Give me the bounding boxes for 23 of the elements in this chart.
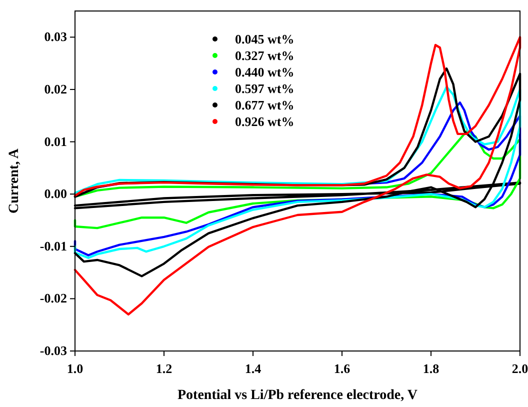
legend-label: 0.327 wt% xyxy=(235,48,294,63)
y-tick-label: 0.02 xyxy=(44,81,67,96)
x-tick-label: 1.4 xyxy=(244,361,262,376)
y-tick-label: 0.03 xyxy=(44,29,68,44)
x-tick-label: 2.0 xyxy=(512,361,528,376)
y-axis-title: Current, A xyxy=(7,148,22,214)
y-tick-label: -0.02 xyxy=(40,290,67,306)
legend-label: 0.597 wt% xyxy=(235,81,294,96)
legend-label: 0.440 wt% xyxy=(235,64,294,80)
x-axis-title: Potential vs Li/Pb reference electrode, V xyxy=(177,388,418,403)
line-series xyxy=(74,36,522,316)
y-tick-label: 0.00 xyxy=(44,186,67,202)
y-tick-label: 0.01 xyxy=(44,134,67,149)
x-tick-label: 1.8 xyxy=(422,361,440,376)
y-tick-label: -0.03 xyxy=(40,343,68,358)
x-tick-label: 1.2 xyxy=(156,361,172,376)
x-tick-label: 1.6 xyxy=(334,361,351,376)
legend-label: 0.045 wt% xyxy=(235,32,294,46)
y-tick-label: -0.01 xyxy=(40,238,67,254)
legend-label: 0.926 wt% xyxy=(235,114,294,129)
x-tick-label: 1.0 xyxy=(66,361,84,376)
legend-label: 0.677 wt% xyxy=(235,98,294,112)
line-series xyxy=(74,130,522,230)
